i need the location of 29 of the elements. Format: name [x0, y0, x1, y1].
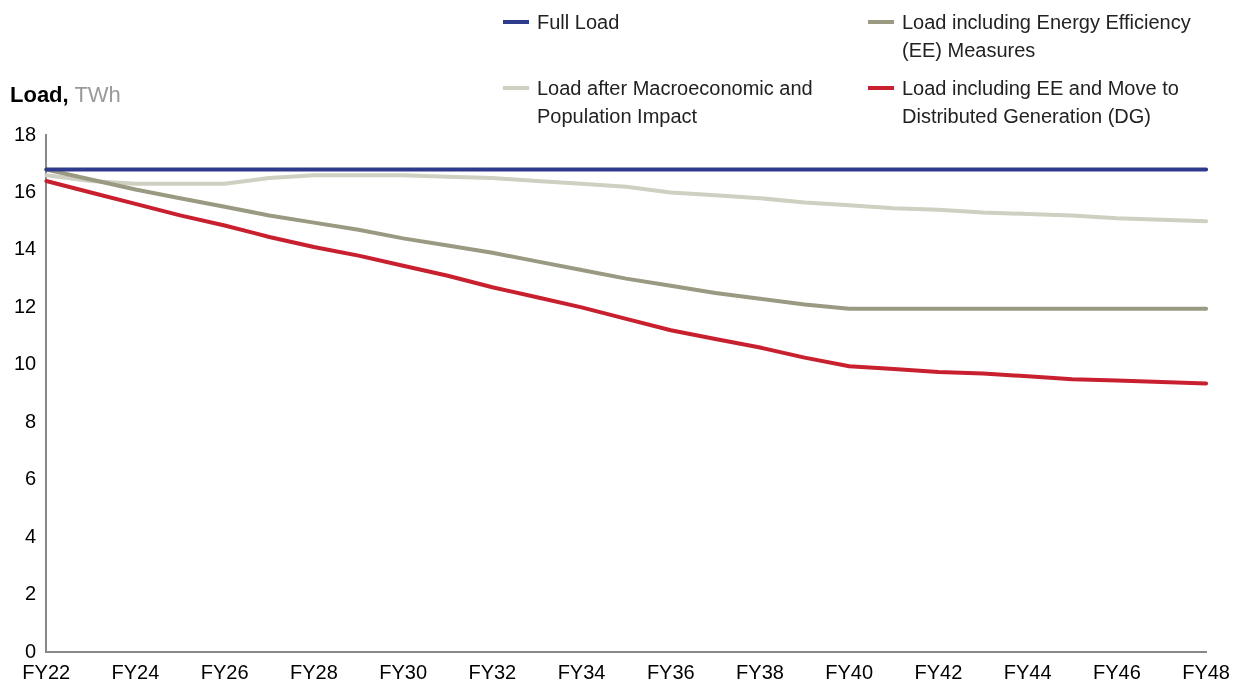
legend-label: Full Load	[537, 10, 620, 35]
x-tick-label: FY32	[468, 660, 517, 683]
x-tick-label: FY40	[825, 660, 874, 683]
y-tick-label: 0	[25, 639, 37, 662]
x-tick-label: FY38	[736, 660, 784, 683]
x-tick-label: FY24	[111, 660, 160, 683]
x-tick-label: FY22	[22, 660, 71, 683]
x-tick-label: FY36	[646, 660, 695, 683]
x-tick-label: FY28	[290, 660, 338, 683]
x-tick-label: FY26	[200, 660, 249, 683]
y-tick-label: 12	[14, 294, 37, 317]
y-tick-label: 14	[14, 237, 37, 260]
y-tick-label: 4	[25, 524, 37, 547]
y-tick-label: 16	[14, 179, 37, 202]
legend-label: Load including Energy Efficiency (EE) Measures	[902, 10, 1192, 63]
x-tick-label: FY34	[557, 660, 606, 683]
y-tick-label: 8	[25, 409, 37, 432]
y-tick-label: 6	[25, 467, 37, 490]
y-tick-label: 10	[14, 352, 37, 375]
y-axis-title: Load, TWh	[10, 82, 121, 107]
y-tick-label: 18	[14, 122, 37, 145]
y-tick-label: 2	[25, 582, 37, 605]
legend-label: Load after Macroeconomic and Population Impact	[537, 76, 814, 129]
x-tick-label: FY42	[914, 660, 963, 683]
legend-label: Load including EE and Move to Distributed Generation (DG)	[902, 76, 1180, 129]
x-tick-label: FY44	[1003, 660, 1052, 683]
x-tick-label: FY46	[1092, 660, 1141, 683]
x-tick-label: FY30	[379, 660, 428, 683]
x-tick-label: FY48	[1182, 660, 1230, 683]
